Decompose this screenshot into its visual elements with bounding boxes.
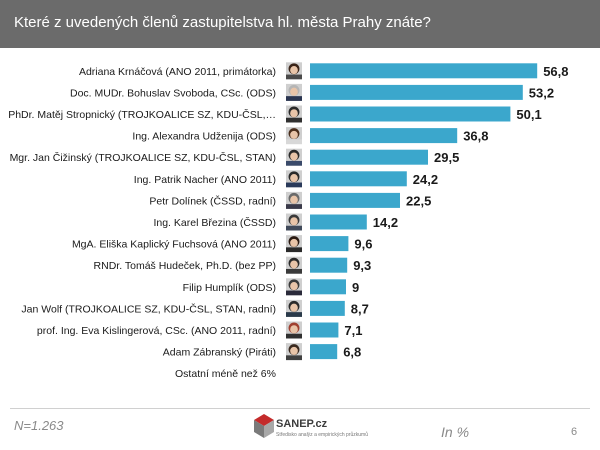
category-label: Ing. Karel Březina (ČSSD) [153,216,276,229]
category-label: Mgr. Jan Čižinský (TROJKOALICE SZ, KDU-Č… [10,151,276,164]
logo-text: SANEP.cz [276,418,328,430]
photo-shirt [286,74,302,80]
photo-shirt [286,225,302,231]
category-label: Ostatní méně než 6% [175,368,276,380]
photo-face [290,325,298,334]
bar [310,279,346,295]
slide-header: Které z uvedených členů zastupitelstva h… [0,0,600,48]
photo-face [290,109,298,118]
bar [310,84,523,100]
bar [310,214,367,230]
bar [310,322,339,338]
bar [310,171,407,187]
photo-face [290,260,298,269]
category-label: Jan Wolf (TROJKOALICE SZ, KDU-ČSL, STAN,… [21,302,276,315]
candidate-photo [286,299,302,317]
candidate-photo [286,321,302,339]
photo-face [290,66,298,75]
category-label: Adam Zábranský (Piráti) [163,347,276,359]
photo-shirt [286,182,302,188]
photo-shirt [286,312,302,317]
footer-divider [10,408,590,409]
candidate-photo [286,278,302,296]
candidate-photo [286,148,302,166]
sanep-logo-icon [254,414,274,438]
chart-title: Které z uvedených členů zastupitelstva h… [14,14,431,31]
value-label: 24,2 [413,172,438,187]
value-label: 9,6 [354,237,372,252]
value-label: 29,5 [434,150,459,165]
category-label: Ing. Patrik Nacher (ANO 2011) [134,174,276,186]
photo-shirt [286,117,302,123]
candidate-photo [286,343,302,361]
candidate-photo [286,213,302,231]
category-label: Petr Dolínek (ČSSD, radní) [149,194,276,207]
bar [310,257,348,273]
photo-shirt [286,247,302,253]
candidate-photo [286,105,302,123]
photo-face [290,130,298,139]
bar [310,236,349,252]
bar [310,106,511,122]
sanep-logo: SANEP.cz Středisko analýz a empirických … [254,414,374,444]
photo-face [290,174,298,183]
candidate-photo [286,62,302,80]
candidate-photo [286,127,302,145]
value-label: 36,8 [463,129,488,144]
photo-face [290,346,298,356]
bar-chart: Adriana Krnáčová (ANO 2011, primátorka) 5… [8,62,569,380]
category-label: PhDr. Matěj Stropnický (TROJKOALICE SZ, … [8,108,276,121]
sample-size-label: N=1.263 [14,418,64,433]
candidate-photo [286,170,302,188]
photo-shirt [286,333,302,339]
category-label: Adriana Krnáčová (ANO 2011, primátorka) [79,66,276,78]
value-label: 9,3 [353,258,371,273]
photo-face [290,87,298,96]
category-label: MgA. Eliška Kaplický Fuchsová (ANO 2011) [72,239,276,251]
logo-tagline: Středisko analýz a empirických průzkumů [276,432,368,438]
value-label: 7,1 [344,323,362,338]
photo-face [290,303,298,312]
photo-shirt [286,96,302,101]
value-label: 14,2 [373,215,398,230]
bar [310,149,428,165]
photo-shirt [286,139,302,145]
value-label: 6,8 [343,345,361,360]
value-label: 53,2 [529,85,554,100]
value-label: 22,5 [406,193,431,208]
candidate-photo [286,191,302,209]
photo-face [290,152,298,161]
category-label: RNDr. Tomáš Hudeček, Ph.D. (bez PP) [94,260,276,272]
category-label: Doc. MUDr. Bohuslav Svoboda, CSc. (ODS) [70,87,276,99]
bar [310,192,400,208]
value-label: 50,1 [516,107,541,122]
photo-face [290,238,298,247]
bar [310,63,538,79]
photo-shirt [286,355,302,361]
unit-label: In % [441,424,470,440]
category-label: Ing. Alexandra Udženija (ODS) [132,131,276,143]
category-label: Filip Humplík (ODS) [183,282,276,294]
bar [310,128,458,144]
value-label: 8,7 [351,301,369,316]
value-label: 9 [352,280,359,295]
photo-face [290,195,298,204]
page-number: 6 [571,426,578,438]
photo-face [290,217,298,226]
category-label: prof. Ing. Eva Kislingerová, CSc. (ANO 2… [37,325,276,337]
candidate-photo [286,235,302,253]
bar [310,344,338,360]
candidate-photo [286,256,302,274]
bar [310,300,345,316]
photo-shirt [286,160,302,166]
candidate-photo [286,83,302,101]
photo-shirt [286,290,302,296]
photo-face [290,282,298,291]
photo-shirt [286,204,302,209]
value-label: 56,8 [543,64,568,79]
photo-shirt [286,268,302,274]
